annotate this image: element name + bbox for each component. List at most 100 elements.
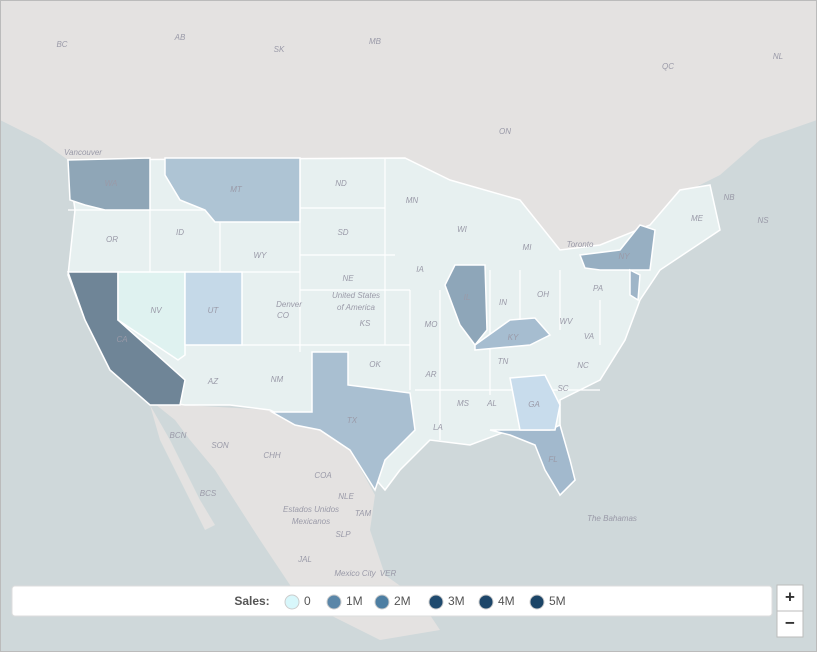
map-label: MI	[523, 243, 533, 252]
map-label: SD	[337, 228, 348, 237]
map-label: KS	[360, 319, 371, 328]
map-label: NV	[150, 306, 162, 315]
map-label: MT	[230, 185, 243, 194]
map-label: WV	[560, 317, 574, 326]
map-label: BCS	[200, 489, 217, 498]
map-label: NM	[271, 375, 284, 384]
zoom-out-button[interactable]	[776, 610, 804, 638]
map-label: IL	[464, 293, 471, 302]
legend-swatch	[428, 594, 444, 610]
map-label: AL	[486, 399, 497, 408]
map-label: Mexico City	[334, 569, 376, 578]
map-label: WI	[457, 225, 468, 234]
map-label: Estados Unidos	[283, 505, 339, 514]
map-label: PA	[593, 284, 603, 293]
map-label: OH	[537, 290, 549, 299]
mexico	[150, 400, 440, 640]
map-label: ME	[691, 214, 704, 223]
map-label: COA	[314, 471, 331, 480]
state-nv	[117, 271, 186, 361]
legend-label: 3M	[448, 594, 465, 608]
map-label: MO	[425, 320, 438, 329]
zoom-in[interactable]: +	[776, 584, 804, 612]
map-label: BC	[56, 40, 67, 49]
legend: 0 1M 2M 3M 4M 5M	[284, 594, 566, 610]
legend-label: 2M	[394, 594, 411, 608]
legend-label: 1M	[346, 594, 363, 608]
state-mt	[164, 157, 301, 223]
map-label: WY	[254, 251, 268, 260]
legend-label: 4M	[498, 594, 515, 608]
legend-title: Sales:	[234, 594, 269, 608]
map-label: NL	[773, 52, 783, 61]
zoom-out[interactable]: −	[776, 610, 804, 638]
map-label: ON	[499, 127, 511, 136]
state-shapes	[66, 157, 656, 497]
map-label: of America	[337, 303, 375, 312]
map-label: Mexicanos	[292, 517, 330, 526]
map-label: OK	[369, 360, 381, 369]
legend-label: 0	[304, 594, 311, 608]
map-label: SC	[557, 384, 568, 393]
state-ut	[184, 271, 243, 346]
map-label: KY	[508, 333, 519, 342]
map-label: ND	[335, 179, 347, 188]
map-label: TAM	[355, 509, 372, 518]
map-label: NB	[723, 193, 735, 202]
map-label: MN	[406, 196, 419, 205]
map-label: WA	[105, 179, 118, 188]
state-ky	[474, 317, 552, 351]
canada	[0, 0, 817, 250]
legend-swatch	[478, 594, 494, 610]
map-label: NC	[577, 361, 589, 370]
map-label: AR	[424, 370, 436, 379]
map-label: VER	[380, 569, 397, 578]
map-label: LA	[433, 423, 443, 432]
map-label: IN	[499, 298, 507, 307]
map-label: United States	[332, 291, 380, 300]
map-label: CA	[116, 335, 127, 344]
map-label: Denver	[276, 300, 302, 309]
map-label: TN	[498, 357, 509, 366]
map-label: AZ	[207, 377, 219, 386]
map-label: QC	[662, 62, 674, 71]
map-label: UT	[208, 306, 220, 315]
map-label: OR	[106, 235, 118, 244]
map-label: NE	[342, 274, 354, 283]
map-label: NY	[618, 252, 630, 261]
map-label: NS	[757, 216, 769, 225]
map-labels: BC AB SK MB ON QC NL NB NS Vancouver Toronto United…	[56, 33, 783, 578]
legend-swatch	[284, 594, 300, 610]
map-label: Toronto	[567, 240, 594, 249]
map-label: SON	[211, 441, 229, 450]
zoom-out-label[interactable]: −	[785, 613, 795, 632]
state-wa	[67, 157, 151, 211]
state-tx	[269, 351, 416, 492]
state-nj	[629, 268, 641, 302]
legend-label: 5M	[549, 594, 566, 608]
map-label: GA	[528, 400, 540, 409]
legend-box	[11, 585, 773, 617]
map-label: NLE	[338, 492, 354, 501]
map-label: SK	[274, 45, 285, 54]
map-label: The Bahamas	[587, 514, 637, 523]
map-label: FL	[548, 455, 557, 464]
map-label: CHH	[263, 451, 281, 460]
map-label: CO	[277, 311, 289, 320]
map-label: AB	[174, 33, 186, 42]
map-label: MS	[457, 399, 470, 408]
map-label: ID	[176, 228, 184, 237]
map-label: JAL	[297, 555, 312, 564]
map-label: SLP	[335, 530, 351, 539]
zoom-in-label[interactable]: +	[785, 587, 795, 606]
legend-swatch	[326, 594, 342, 610]
map-label: Vancouver	[64, 148, 102, 157]
legend-swatch	[529, 594, 545, 610]
map-label: MB	[369, 37, 382, 46]
state-ga	[509, 374, 561, 431]
map-label: IA	[416, 265, 424, 274]
state-ny	[578, 224, 656, 271]
map-label: TX	[347, 416, 358, 425]
zoom-in-button[interactable]	[776, 584, 804, 612]
